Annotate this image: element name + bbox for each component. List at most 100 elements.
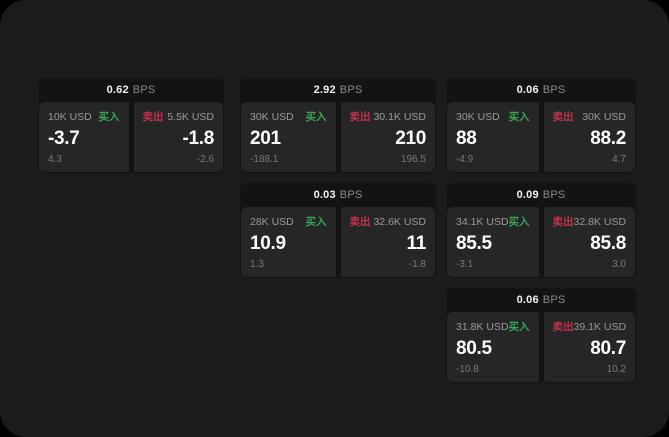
card-header: 2.92 BPS [240,78,436,102]
sell-price: 88.2 [590,128,626,149]
buy-quantity: 28K USD [250,215,294,228]
sell-quantity: 5.5K USD [167,110,214,123]
buy-header-row: 30K USD 买入 [250,110,327,124]
buy-header-row: 28K USD 买入 [250,215,327,229]
sell-quantity: 32.6K USD [373,215,426,228]
sell-side[interactable]: 卖出 32.8K USD 85.8 3.0 [543,207,635,277]
buy-delta: -3.1 [456,259,474,270]
sell-delta: 10.2 [606,364,626,375]
buy-quantity: 10K USD [48,110,92,123]
sell-price: 11 [406,233,427,254]
card-header: 0.06 BPS [446,288,636,312]
sell-delta: 196.5 [400,154,426,165]
sell-side[interactable]: 卖出 30K USD 88.2 4.7 [543,102,635,172]
sell-delta: 3.0 [612,259,626,270]
sell-tag: 卖出 [552,321,574,333]
sell-tag: 卖出 [349,111,371,123]
buy-tag: 买入 [508,321,530,333]
sell-quantity: 32.8K USD [573,215,627,228]
card-sides: 10K USD 买入 -3.7 4.3 卖出 5.5K USD -1.8 -2.6 [38,102,224,173]
buy-header-row: 10K USD 买入 [48,110,120,124]
card-header: 0.06 BPS [446,78,636,102]
quote-card[interactable]: 0.06 BPS 31.8K USD 买入 80.5 -10.8 卖出 39.1K USD 80… [446,288,636,383]
bps-unit-label: BPS [339,84,363,96]
bps-value: 0.03 [313,189,336,201]
sell-side[interactable]: 卖出 32.6K USD 11 -1.8 [340,207,435,277]
buy-quantity: 30K USD [250,110,294,123]
sell-side[interactable]: 卖出 5.5K USD -1.8 -2.6 [133,102,223,172]
buy-side[interactable]: 34.1K USD 买入 85.5 -3.1 [447,207,539,277]
sell-tag: 卖出 [552,111,574,123]
buy-price: 85.5 [456,233,492,254]
buy-side[interactable]: 10K USD 买入 -3.7 4.3 [39,102,129,172]
card-sides: 30K USD 买入 201 -188.1 卖出 30.1K USD 210 196.5 [240,102,436,173]
bps-value: 0.09 [516,189,539,201]
card-sides: 28K USD 买入 10.9 1.3 卖出 32.6K USD 11 -1.8 [240,207,436,278]
buy-quantity: 31.8K USD [456,320,509,333]
bps-unit-label: BPS [542,84,566,96]
buy-delta: 1.3 [250,259,264,270]
buy-side[interactable]: 28K USD 买入 10.9 1.3 [241,207,336,277]
quote-card-grid: 0.62 BPS 10K USD 买入 -3.7 4.3 卖出 5.5K USD -1.8 -2.… [38,78,636,390]
bps-value: 0.06 [516,294,539,306]
sell-price: 80.7 [590,338,626,359]
card-header: 0.09 BPS [446,183,636,207]
buy-tag: 买入 [508,216,530,228]
buy-price: -3.7 [48,128,80,149]
sell-delta: 4.7 [612,154,626,165]
sell-header-row: 卖出 5.5K USD [142,110,215,124]
sell-delta: -1.8 [408,259,426,270]
card-header: 0.03 BPS [240,183,436,207]
card-sides: 34.1K USD 买入 85.5 -3.1 卖出 32.8K USD 85.8 3.0 [446,207,636,278]
bps-unit-label: BPS [542,294,566,306]
sell-header-row: 卖出 39.1K USD [552,320,627,334]
buy-quantity: 30K USD [456,110,500,123]
buy-side[interactable]: 30K USD 买入 201 -188.1 [241,102,336,172]
sell-side[interactable]: 卖出 39.1K USD 80.7 10.2 [543,312,635,382]
buy-header-row: 34.1K USD 买入 [456,215,530,229]
buy-side[interactable]: 30K USD 买入 88 -4.9 [447,102,539,172]
buy-quantity: 34.1K USD [456,215,509,228]
quote-card[interactable]: 0.06 BPS 30K USD 买入 88 -4.9 卖出 30K USD 88.2 4.7 [446,78,636,173]
sell-side[interactable]: 卖出 30.1K USD 210 196.5 [340,102,435,172]
buy-side[interactable]: 31.8K USD 买入 80.5 -10.8 [447,312,539,382]
buy-price: 80.5 [456,338,492,359]
buy-delta: 4.3 [48,154,62,165]
quote-card[interactable]: 0.09 BPS 34.1K USD 买入 85.5 -3.1 卖出 32.8K USD 85.… [446,183,636,278]
sell-quantity: 39.1K USD [573,320,627,333]
quote-card[interactable]: 0.03 BPS 28K USD 买入 10.9 1.3 卖出 32.6K USD 11 -1.8 [240,183,436,278]
sell-tag: 卖出 [349,216,371,228]
bps-value: 2.92 [313,84,336,96]
buy-delta: -188.1 [250,154,279,165]
card-sides: 31.8K USD 买入 80.5 -10.8 卖出 39.1K USD 80.7 10.2 [446,312,636,383]
buy-tag: 买入 [305,216,327,228]
sell-tag: 卖出 [552,216,574,228]
buy-price: 201 [250,128,281,149]
buy-header-row: 31.8K USD 买入 [456,320,530,334]
bps-unit-label: BPS [132,84,156,96]
sell-price: -1.8 [182,128,214,149]
buy-header-row: 30K USD 买入 [456,110,530,124]
card-header: 0.62 BPS [38,78,224,102]
buy-tag: 买入 [508,111,530,123]
bps-unit-label: BPS [542,189,566,201]
buy-tag: 买入 [98,111,120,123]
quote-card[interactable]: 0.62 BPS 10K USD 买入 -3.7 4.3 卖出 5.5K USD -1.8 -2.… [38,78,224,173]
sell-header-row: 卖出 32.6K USD [349,215,427,229]
bps-unit-label: BPS [339,189,363,201]
sell-quantity: 30.1K USD [373,110,426,123]
buy-price: 10.9 [250,233,286,254]
buy-tag: 买入 [305,111,327,123]
quote-card[interactable]: 2.92 BPS 30K USD 买入 201 -188.1 卖出 30.1K USD 210 1… [240,78,436,173]
buy-price: 88 [456,128,477,149]
sell-tag: 卖出 [142,111,164,123]
sell-quantity: 30K USD [582,110,626,123]
card-sides: 30K USD 买入 88 -4.9 卖出 30K USD 88.2 4.7 [446,102,636,173]
sell-delta: -2.6 [196,154,214,165]
sell-price: 210 [395,128,426,149]
buy-delta: -4.9 [456,154,474,165]
sell-price: 85.8 [590,233,626,254]
bps-value: 0.06 [516,84,539,96]
buy-delta: -10.8 [456,364,479,375]
